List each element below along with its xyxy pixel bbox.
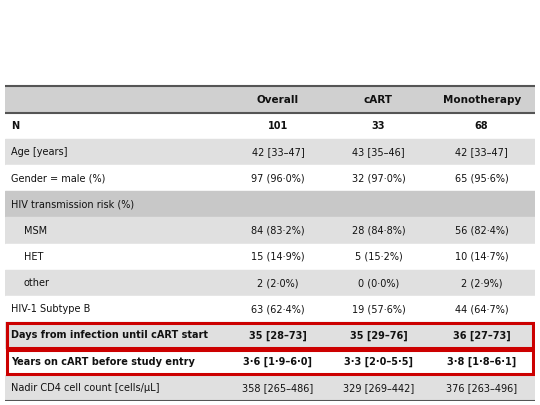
- Text: Age [years]: Age [years]: [11, 147, 67, 157]
- Text: 358 [265–486]: 358 [265–486]: [242, 383, 314, 393]
- Bar: [5, 139, 535, 165]
- Text: 19 (57·6%): 19 (57·6%): [352, 304, 406, 314]
- Bar: [5, 191, 535, 217]
- Text: 15 (14·9%): 15 (14·9%): [251, 252, 305, 262]
- Text: Overall: Overall: [257, 94, 299, 104]
- Text: 2 (2·9%): 2 (2·9%): [461, 278, 502, 288]
- Text: 44 (64·7%): 44 (64·7%): [455, 304, 509, 314]
- Text: 43 [35–46]: 43 [35–46]: [352, 147, 405, 157]
- Text: 42 [33–47]: 42 [33–47]: [455, 147, 508, 157]
- Text: 35 [28–73]: 35 [28–73]: [249, 330, 307, 341]
- Text: 10 (14·7%): 10 (14·7%): [455, 252, 509, 262]
- Text: 3·8 [1·8–6·1]: 3·8 [1·8–6·1]: [447, 356, 516, 367]
- Text: 101: 101: [268, 121, 288, 131]
- Bar: [5, 322, 535, 349]
- Text: 5 (15·2%): 5 (15·2%): [355, 252, 402, 262]
- Text: 63 (62·4%): 63 (62·4%): [251, 304, 305, 314]
- Bar: [5, 270, 535, 296]
- Text: Days from infection until cART start: Days from infection until cART start: [11, 330, 208, 341]
- Text: HIV transmission risk (%): HIV transmission risk (%): [11, 199, 134, 209]
- Text: 68: 68: [475, 121, 489, 131]
- Bar: [5, 165, 535, 191]
- Bar: [5, 86, 535, 113]
- Text: HIV-1 Subtype B: HIV-1 Subtype B: [11, 304, 90, 314]
- Text: 32 (97·0%): 32 (97·0%): [352, 173, 406, 183]
- Text: other: other: [24, 278, 50, 288]
- Text: 376 [263–496]: 376 [263–496]: [446, 383, 517, 393]
- Bar: [7, 323, 533, 347]
- Text: 2 (2·0%): 2 (2·0%): [257, 278, 299, 288]
- Bar: [5, 217, 535, 244]
- Text: 33: 33: [372, 121, 385, 131]
- Text: Gender = male (%): Gender = male (%): [11, 173, 105, 183]
- Bar: [5, 113, 535, 139]
- Text: cART: cART: [364, 94, 393, 104]
- Text: N: N: [11, 121, 19, 131]
- Text: Years on cART before study entry: Years on cART before study entry: [11, 357, 194, 367]
- Text: 97 (96·0%): 97 (96·0%): [251, 173, 305, 183]
- Text: 36 [27–73]: 36 [27–73]: [453, 330, 510, 341]
- Text: Baseline characteristics: Baseline characteristics: [129, 21, 411, 41]
- Bar: [7, 350, 533, 374]
- Text: 84 (83·2%): 84 (83·2%): [251, 226, 305, 236]
- Text: 42 [33–47]: 42 [33–47]: [252, 147, 305, 157]
- Text: 3·6 [1·9–6·0]: 3·6 [1·9–6·0]: [244, 356, 313, 367]
- Text: HET: HET: [24, 252, 43, 262]
- Text: 28 (84·8%): 28 (84·8%): [352, 226, 406, 236]
- Bar: [5, 375, 535, 401]
- Text: Monotherapy: Monotherapy: [443, 94, 521, 104]
- Text: MSM: MSM: [24, 226, 47, 236]
- Text: 56 (82·4%): 56 (82·4%): [455, 226, 509, 236]
- Text: 65 (95·6%): 65 (95·6%): [455, 173, 509, 183]
- Bar: [5, 244, 535, 270]
- Text: 0 (0·0%): 0 (0·0%): [358, 278, 399, 288]
- Bar: [5, 296, 535, 322]
- Bar: [5, 349, 535, 375]
- Text: Nadir CD4 cell count [cells/μL]: Nadir CD4 cell count [cells/μL]: [11, 383, 159, 393]
- Text: 35 [29–76]: 35 [29–76]: [349, 330, 407, 341]
- Text: 3·3 [2·0–5·5]: 3·3 [2·0–5·5]: [344, 356, 413, 367]
- Text: 329 [269–442]: 329 [269–442]: [343, 383, 414, 393]
